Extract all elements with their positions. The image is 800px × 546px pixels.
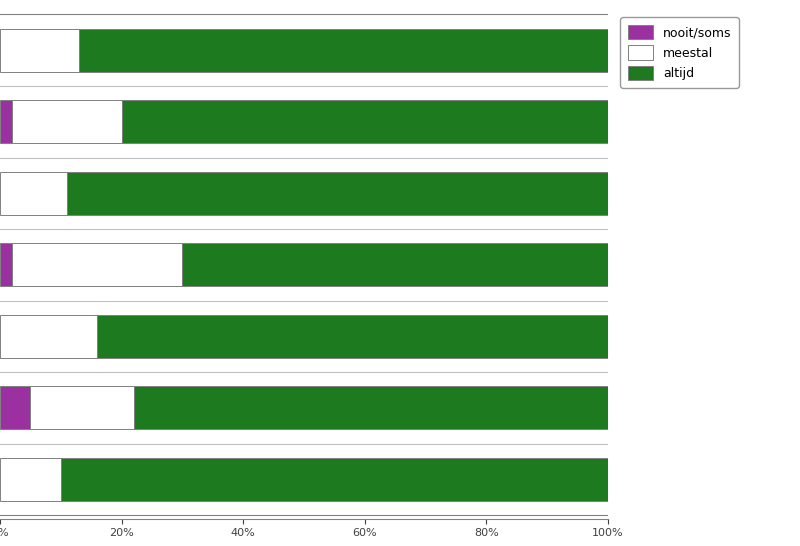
- Bar: [0, 244, 12, 286]
- Bar: [79, 29, 608, 72]
- Legend: nooit/soms, meestal, altijd: nooit/soms, meestal, altijd: [620, 17, 739, 88]
- Bar: [0, 29, 79, 72]
- Bar: [12, 100, 122, 143]
- Bar: [98, 315, 608, 358]
- Bar: [134, 387, 608, 429]
- Bar: [67, 172, 608, 215]
- Bar: [122, 100, 608, 143]
- Bar: [30, 387, 134, 429]
- Bar: [0, 172, 67, 215]
- Bar: [61, 458, 608, 501]
- Bar: [182, 244, 608, 286]
- Bar: [0, 387, 30, 429]
- Bar: [0, 315, 98, 358]
- Bar: [0, 458, 61, 501]
- Bar: [12, 244, 182, 286]
- Bar: [0, 100, 12, 143]
